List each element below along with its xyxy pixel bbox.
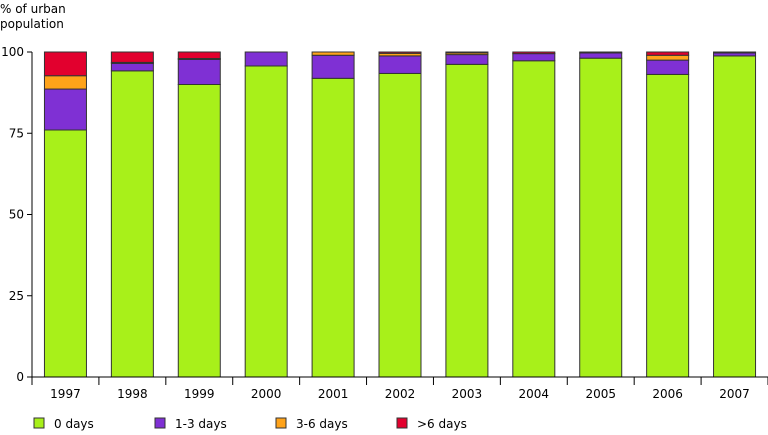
y-tick-label: 0 [16, 370, 24, 384]
bar-segment-2007-6-days [713, 51, 757, 54]
x-tick-label: 2007 [719, 387, 750, 401]
bar-segment-2001-3-6-days [311, 51, 355, 56]
bar-segment-2006-0-days [646, 73, 690, 378]
x-tick-label: 2001 [318, 387, 349, 401]
bar-segment-1999-1-3-days [177, 58, 221, 85]
bar-segment-2005-6-days [579, 51, 623, 54]
bar-segment-2003-6-days [445, 51, 489, 54]
y-tick-label: 25 [9, 289, 24, 303]
y-axis-label-line1: % of urban [0, 2, 66, 16]
x-tick-label: 2005 [585, 387, 616, 401]
bar-segment-2002-1-3-days [378, 55, 422, 74]
legend-swatch [275, 417, 287, 429]
bar-segment-1997-3-6-days [43, 75, 87, 90]
legend-label: 0 days [54, 417, 94, 431]
legend-label: 1-3 days [175, 417, 227, 431]
bar-segment-2002-6-days [378, 51, 422, 54]
bar-segment-1997-0-days [43, 129, 87, 378]
legend-label: 3-6 days [296, 417, 348, 431]
bar-segment-1998-0-days [110, 70, 154, 378]
bar-segment-1997-6-days [43, 51, 87, 77]
bar-segment-2004-1-3-days [512, 53, 556, 62]
bar-segment-2002-0-days [378, 72, 422, 378]
legend-swatch [33, 417, 45, 429]
y-tick-label: 50 [9, 208, 24, 222]
y-tick-label: 100 [1, 45, 24, 59]
bar-segment-2006-6-days [646, 51, 690, 56]
bar-segment-1997-1-3-days [43, 88, 87, 131]
bar-segment-1998-6-days [110, 51, 154, 63]
bar-segment-2005-0-days [579, 57, 623, 378]
y-tick-label: 75 [9, 126, 24, 140]
x-tick-label: 1999 [184, 387, 215, 401]
y-axis-label-line2: population [0, 17, 64, 31]
bar-segment-2006-3-6-days [646, 54, 690, 61]
legend-swatch [154, 417, 166, 429]
bar-segment-2006-1-3-days [646, 59, 690, 75]
bar-segment-2004-6-days [512, 51, 556, 55]
bar-segment-2003-0-days [445, 63, 489, 378]
legend-label: >6 days [417, 417, 467, 431]
bar-segment-1999-0-days [177, 84, 221, 378]
bar-segment-2004-0-days [512, 60, 556, 378]
bar-segment-2000-0-days [244, 65, 288, 378]
bar-segment-2007-0-days [713, 55, 757, 378]
legend-swatch [396, 417, 408, 429]
x-tick-label: 2000 [251, 387, 282, 401]
x-tick-label: 2004 [519, 387, 550, 401]
x-tick-label: 2002 [385, 387, 416, 401]
bar-segment-1999-6-days [177, 51, 221, 59]
bar-segment-2003-1-3-days [445, 54, 489, 65]
bar-segment-2001-1-3-days [311, 54, 355, 79]
x-tick-label: 2003 [452, 387, 483, 401]
x-tick-label: 2006 [652, 387, 683, 401]
bar-segment-2000-1-3-days [244, 51, 288, 67]
x-tick-label: 1997 [50, 387, 81, 401]
bar-segment-1998-1-3-days [110, 62, 154, 72]
bar-segment-2005-1-3-days [579, 52, 623, 59]
bar-segment-2001-0-days [311, 77, 355, 378]
x-tick-label: 1998 [117, 387, 148, 401]
